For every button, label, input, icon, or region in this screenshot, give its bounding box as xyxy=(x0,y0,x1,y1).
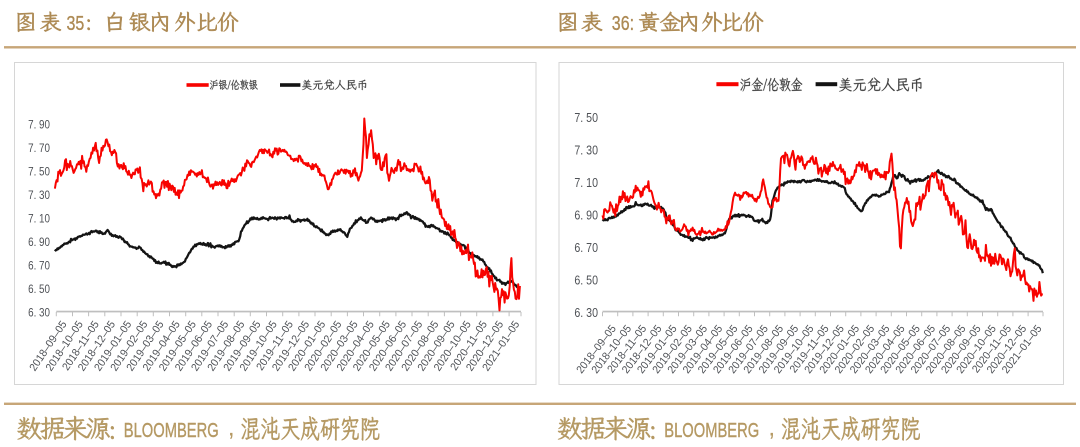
svg-text:6. 50: 6. 50 xyxy=(28,283,50,296)
svg-text:7. 50: 7. 50 xyxy=(574,110,598,125)
svg-text:6. 50: 6. 50 xyxy=(574,272,598,287)
svg-text:BLOOMBERG: BLOOMBERG xyxy=(664,418,759,441)
svg-text:6. 30: 6. 30 xyxy=(574,305,598,320)
svg-text:7. 30: 7. 30 xyxy=(28,189,50,202)
svg-text:7. 10: 7. 10 xyxy=(574,175,598,190)
svg-text:35: 35 xyxy=(67,11,85,34)
svg-text:7. 50: 7. 50 xyxy=(28,166,50,179)
svg-text:BLOOMBERG: BLOOMBERG xyxy=(124,418,219,441)
svg-text:7. 70: 7. 70 xyxy=(28,142,50,155)
svg-text:7. 30: 7. 30 xyxy=(574,142,598,157)
svg-text:,: , xyxy=(228,414,235,442)
svg-text:6. 90: 6. 90 xyxy=(574,207,598,222)
svg-text:6. 30: 6. 30 xyxy=(28,307,50,320)
svg-text:6. 70: 6. 70 xyxy=(574,240,598,255)
svg-text:7. 90: 7. 90 xyxy=(28,119,50,132)
svg-text:7. 10: 7. 10 xyxy=(28,213,50,226)
svg-text:6. 90: 6. 90 xyxy=(28,236,50,249)
svg-text:36:: 36: xyxy=(612,11,634,34)
svg-text:6. 70: 6. 70 xyxy=(28,260,50,273)
svg-text:,: , xyxy=(768,414,775,442)
